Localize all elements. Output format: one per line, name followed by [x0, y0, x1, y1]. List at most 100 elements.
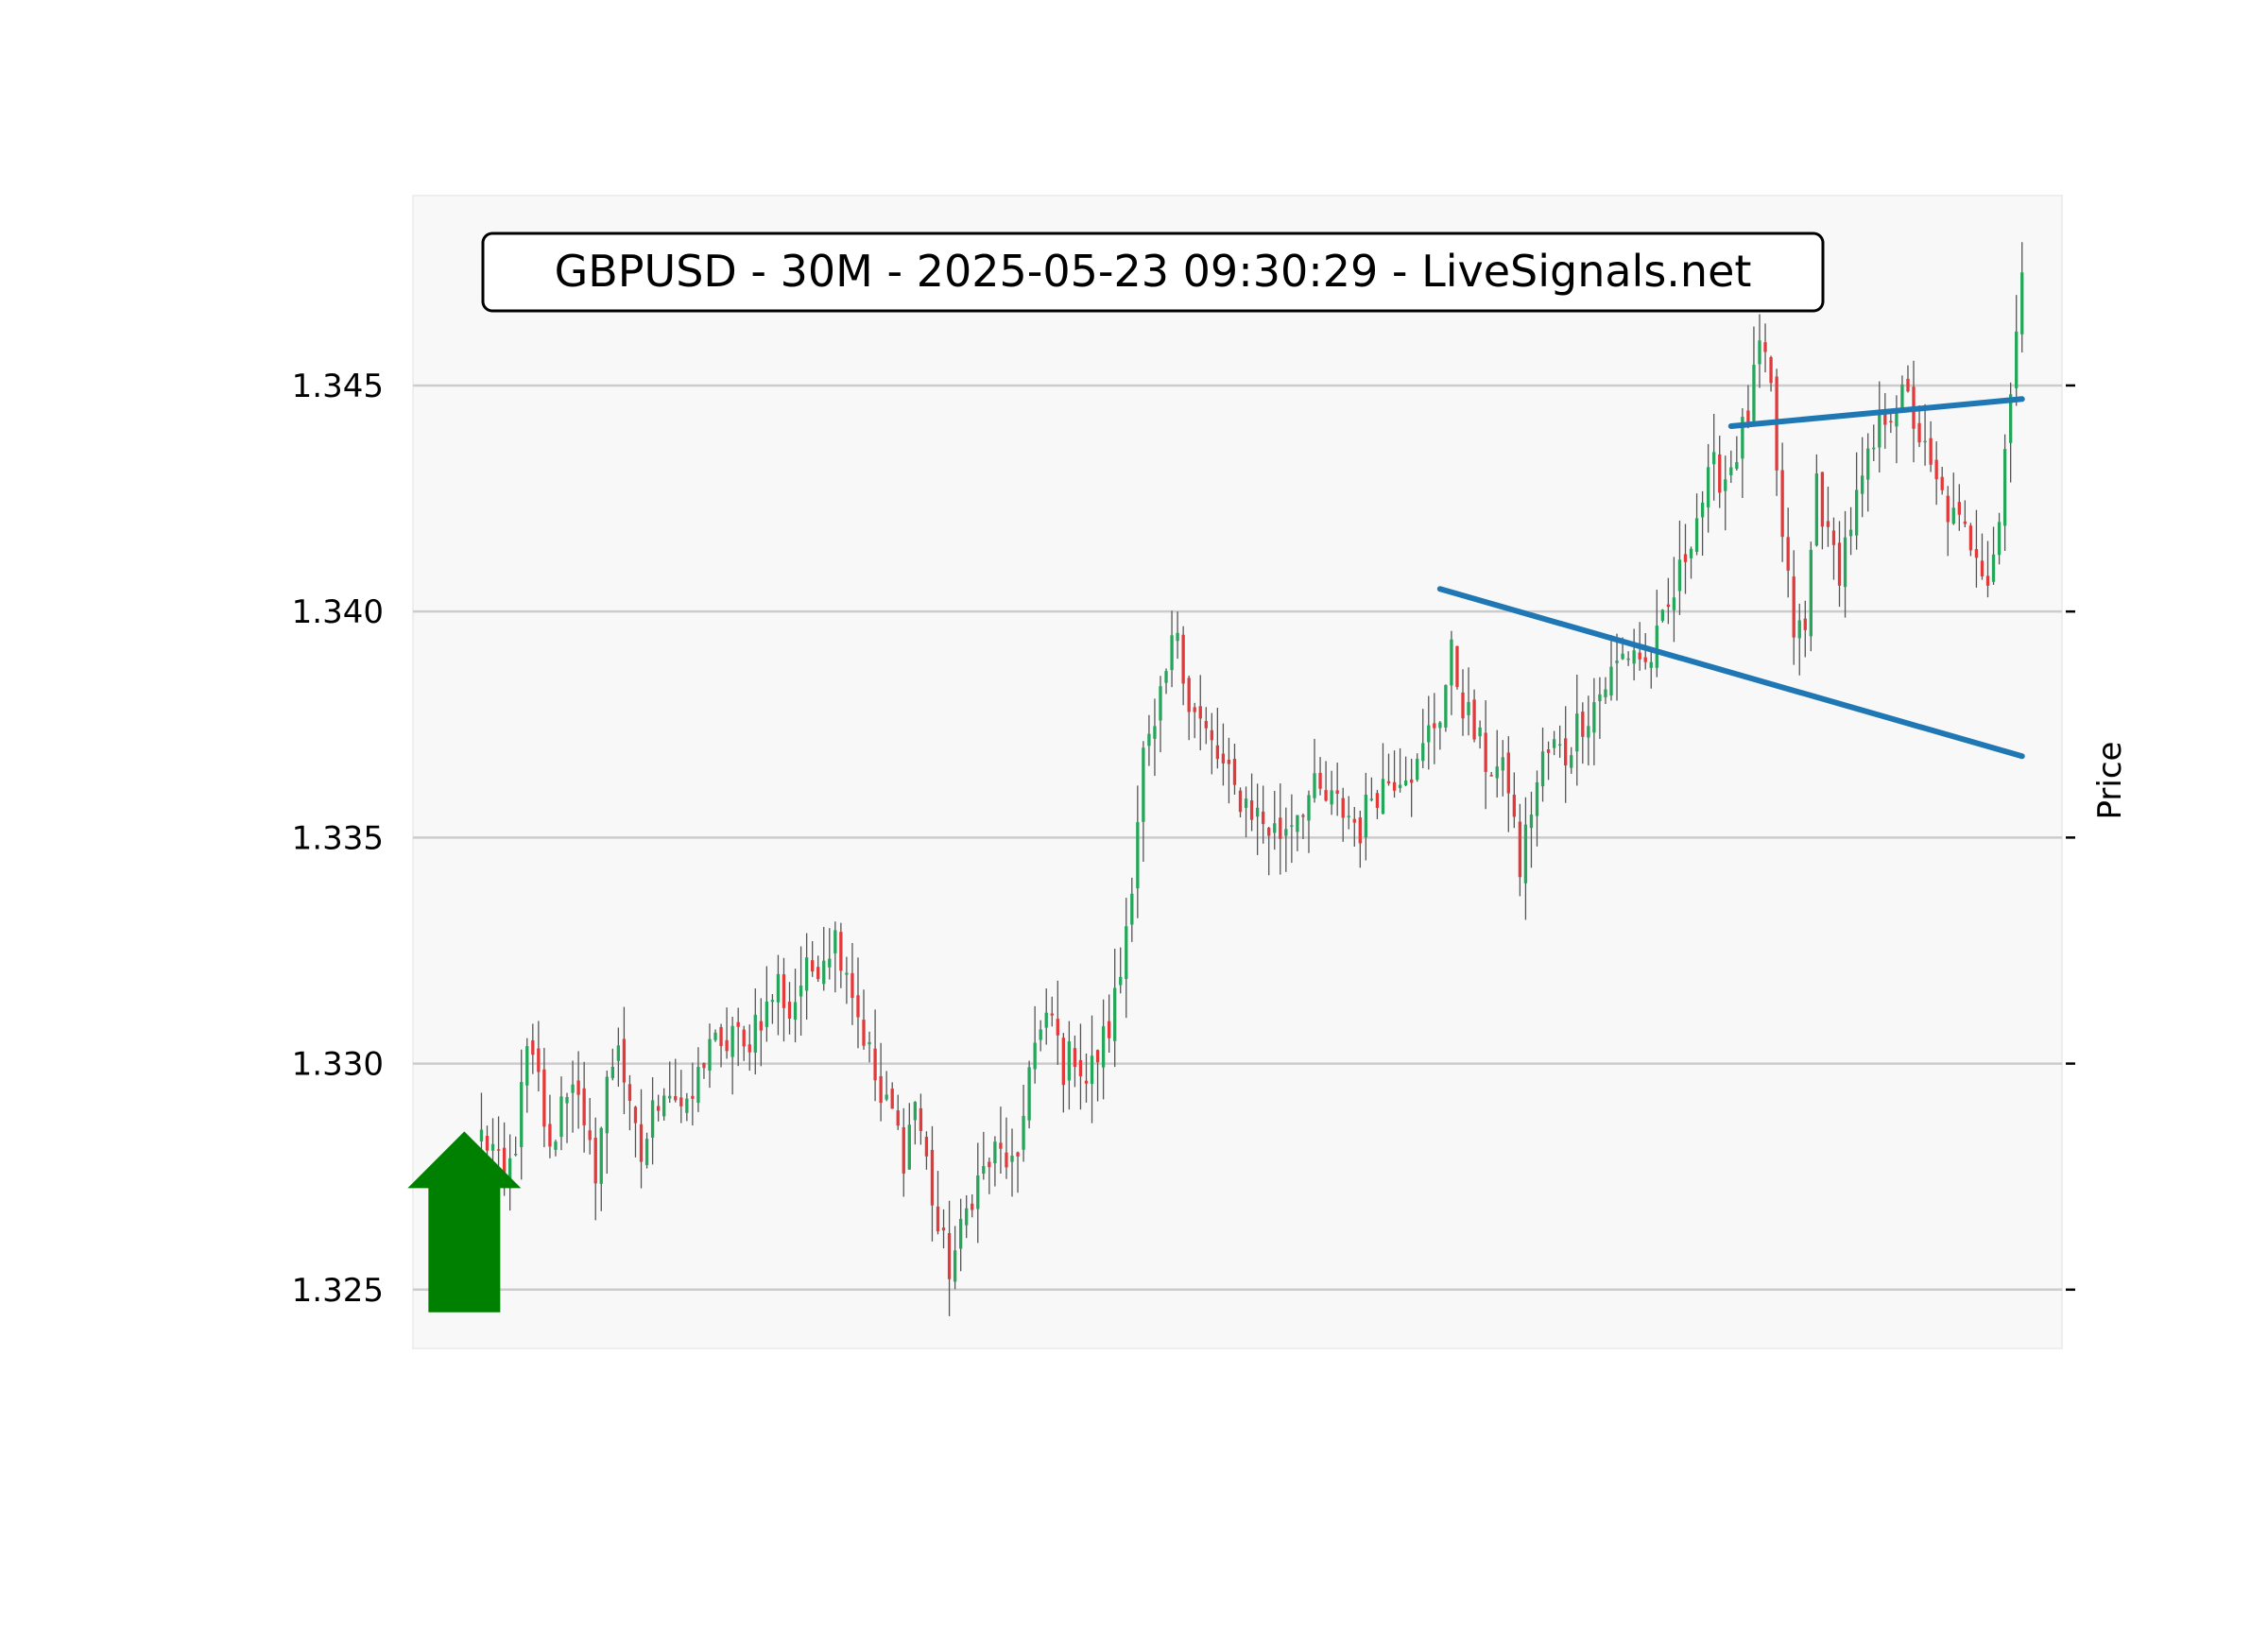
candle [1672, 557, 1676, 643]
candle [633, 1106, 638, 1158]
candle-body [890, 1089, 894, 1109]
candle-body [1786, 537, 1790, 571]
candle-body [1352, 818, 1356, 823]
candle-body [1238, 790, 1243, 813]
candle-body [787, 1002, 792, 1020]
candle-body [776, 973, 781, 1003]
candle [1090, 1015, 1094, 1124]
candle-body [1421, 743, 1425, 762]
candle [1170, 610, 1174, 688]
candle-body [588, 1130, 592, 1141]
candle [1512, 772, 1517, 829]
candle [1067, 1021, 1072, 1110]
candle-body [1056, 1019, 1059, 1036]
candle [1455, 645, 1459, 690]
candle-body [479, 1129, 484, 1142]
candle [679, 1070, 683, 1124]
candle-body [599, 1127, 603, 1184]
candle [873, 1009, 877, 1102]
candle [999, 1107, 1003, 1175]
candle-body [1489, 775, 1493, 777]
candle [1027, 1060, 1031, 1129]
candle-body [1587, 726, 1590, 738]
candle [1883, 392, 1887, 449]
candle [1797, 603, 1801, 676]
candle [1666, 577, 1671, 625]
y-axis: 1.325 1.330 1.335 1.340 1.345 [292, 368, 2075, 1310]
candle [1147, 714, 1151, 766]
candle-body [696, 1067, 700, 1103]
candle [736, 1007, 740, 1067]
candle [520, 1049, 524, 1180]
y-tick-label: 1.345 [292, 368, 384, 405]
candle [1187, 676, 1191, 741]
candle [691, 1062, 695, 1126]
candle [1735, 436, 1739, 471]
candle [496, 1116, 501, 1168]
candle-body [1381, 779, 1385, 815]
candle [685, 1092, 689, 1122]
candle-body [793, 1002, 798, 1021]
candle-body [633, 1107, 638, 1124]
candle [1758, 314, 1761, 388]
candle-body [2015, 331, 2019, 388]
candle-body [1221, 753, 1226, 764]
candle [1917, 405, 1921, 448]
candle-body [1279, 817, 1282, 839]
candle [1598, 677, 1602, 739]
candle-body [1335, 790, 1339, 794]
candle-body [571, 1084, 575, 1093]
candle [1820, 472, 1825, 550]
candle-body [1557, 744, 1562, 746]
candle-body [1313, 773, 1316, 798]
candle-body [1797, 620, 1801, 639]
candle-body [1872, 447, 1876, 450]
candle-body [1694, 518, 1699, 552]
candle [1518, 803, 1522, 897]
candle [1467, 667, 1470, 736]
candle [1535, 770, 1539, 847]
candle [1472, 689, 1476, 743]
candle-body [919, 1107, 923, 1131]
candle-body [1666, 604, 1671, 608]
candle [559, 1076, 563, 1151]
candle [1991, 526, 1996, 585]
candle [1506, 736, 1510, 832]
candle-body [1991, 554, 1996, 582]
candle-body [924, 1137, 929, 1157]
candle [1290, 794, 1294, 864]
candle-body [1598, 694, 1602, 701]
candle [1752, 326, 1756, 425]
candle [1660, 609, 1664, 623]
candle [605, 1070, 609, 1175]
candle-body [1712, 452, 1716, 465]
candle [1221, 723, 1226, 786]
candle [982, 1131, 986, 1180]
candle [1968, 523, 1973, 557]
candle-body [1392, 781, 1397, 791]
candle-body [1632, 650, 1636, 664]
candle [1335, 763, 1339, 816]
candle [1273, 790, 1277, 850]
candle [1073, 1035, 1077, 1088]
chart-title: GBPUSD - 30M - 2025-05-23 09:30:29 - Liv… [481, 232, 1825, 313]
candle [1581, 702, 1585, 764]
candle-body [1820, 472, 1825, 527]
candle-body [502, 1147, 507, 1183]
candle-body [1170, 635, 1174, 671]
candle [1284, 807, 1288, 872]
candle [1809, 541, 1813, 652]
candle-body [1262, 811, 1265, 825]
candle-body [1461, 692, 1465, 719]
candle [1724, 455, 1727, 531]
candle [1706, 443, 1710, 533]
candle-body [988, 1161, 991, 1168]
candle-body [1433, 723, 1436, 729]
candle [702, 1062, 706, 1079]
candle [1119, 947, 1123, 994]
candle-body [747, 1044, 751, 1053]
y-tick-label: 1.340 [292, 593, 384, 631]
candle-body [702, 1063, 706, 1069]
candle [627, 1074, 632, 1131]
candle [930, 1125, 935, 1242]
